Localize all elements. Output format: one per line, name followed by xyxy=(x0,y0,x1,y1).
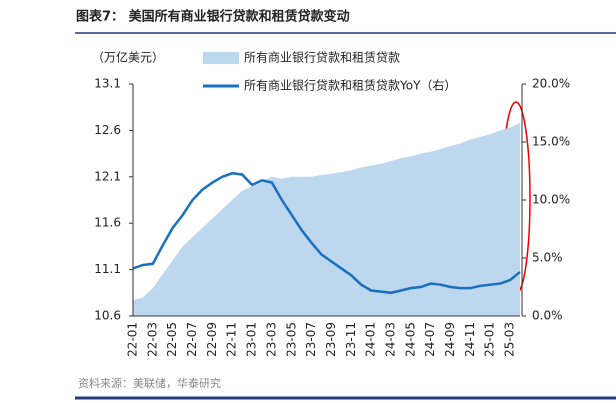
y-tick-label: 12.1 xyxy=(94,169,121,183)
y-tick-label: 13.1 xyxy=(94,77,121,91)
x-tick-label: 23-05 xyxy=(284,322,298,357)
y2-tick-label: 20.0% xyxy=(532,77,570,91)
chart-title: 图表7： 美国所有商业银行贷款和租赁贷款变动 xyxy=(76,9,350,25)
x-tick-label: 24-05 xyxy=(403,322,417,357)
x-tick-label: 25-03 xyxy=(503,322,517,357)
source: 资料来源：美联储，华泰研究 xyxy=(78,376,221,390)
y-tick-label: 12.6 xyxy=(94,123,121,137)
x-tick-label: 22-07 xyxy=(185,322,199,357)
x-tick-label: 24-11 xyxy=(463,322,477,357)
y2-tick-label: 5.0% xyxy=(532,251,563,265)
x-tick-label: 24-09 xyxy=(443,322,457,357)
x-tick-label: 23-07 xyxy=(304,322,318,357)
x-tick-label: 22-01 xyxy=(126,322,140,357)
legend-label: 所有商业银行贷款和租赁贷款YoY（右） xyxy=(244,78,456,93)
x-tick-label: 23-09 xyxy=(324,322,338,357)
x-tick-label: 22-03 xyxy=(145,322,159,357)
y2-tick-label: 0.0% xyxy=(532,309,563,323)
x-tick-label: 22-05 xyxy=(165,322,179,357)
y2-tick-label: 10.0% xyxy=(532,193,570,207)
x-tick-label: 24-07 xyxy=(423,322,437,357)
y-tick-label: 11.6 xyxy=(94,216,121,230)
x-tick-label: 24-01 xyxy=(364,322,378,357)
x-tick-label: 23-01 xyxy=(245,322,259,357)
legend-swatch xyxy=(203,52,239,64)
x-tick-label: 23-03 xyxy=(264,322,278,357)
x-tick-label: 22-11 xyxy=(225,322,239,357)
y-tick-label: 10.6 xyxy=(94,309,121,323)
y-tick-label: 11.1 xyxy=(94,262,121,276)
y-axis-label: （万亿美元） xyxy=(92,50,164,65)
y2-tick-label: 15.0% xyxy=(532,135,570,149)
area xyxy=(133,122,520,316)
line xyxy=(132,172,521,295)
legend-label: 所有商业银行贷款和租赁贷款 xyxy=(244,50,400,65)
x-tick-label: 22-09 xyxy=(205,322,219,357)
x-tick-label: 25-01 xyxy=(483,322,497,357)
x-tick-label: 24-03 xyxy=(384,322,398,357)
x-tick-label: 23-11 xyxy=(344,322,358,357)
